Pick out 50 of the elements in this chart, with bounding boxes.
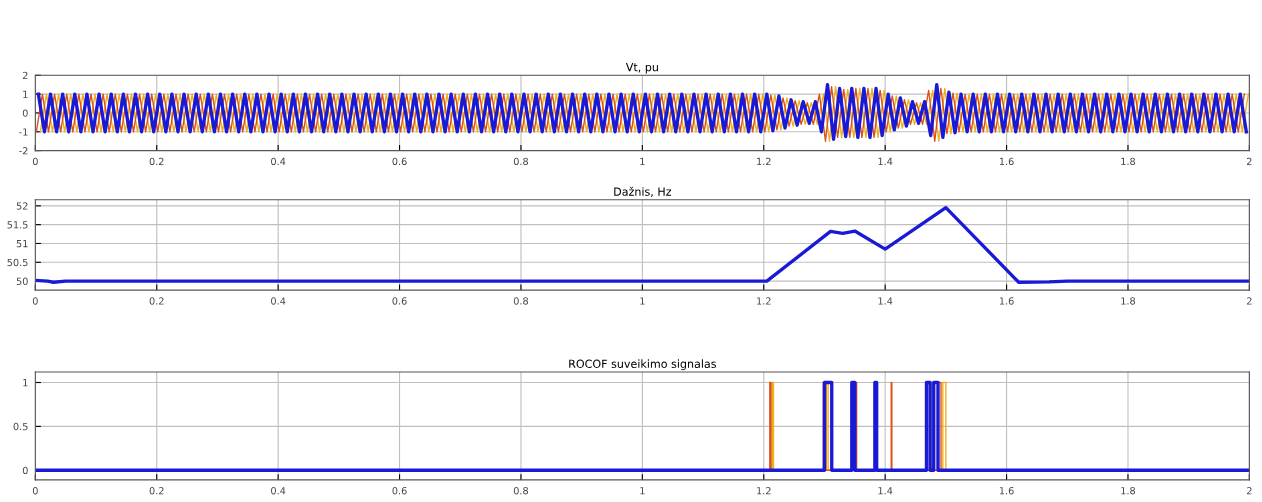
x-tick-label: 0 xyxy=(32,297,38,305)
x-tick-label: 2 xyxy=(1247,487,1252,495)
x-tick-label: 1.8 xyxy=(1121,157,1136,166)
y-tick-label: -2 xyxy=(19,147,28,155)
chart-title: ROCOF suveikimo signalas xyxy=(569,359,716,371)
x-tick-label: 1.8 xyxy=(1121,487,1136,495)
x-tick-label: 1.8 xyxy=(1121,297,1136,305)
x-tick-label: 1.6 xyxy=(999,157,1014,166)
chart-title: Vt, pu xyxy=(625,63,658,74)
x-tick-label: 0.2 xyxy=(149,157,164,166)
x-tick-label: 1.4 xyxy=(878,487,893,495)
x-tick-label: 1.4 xyxy=(878,297,893,305)
y-tick-label: 2 xyxy=(22,71,28,79)
x-tick-label: 0.8 xyxy=(513,157,529,166)
y-tick-label: 51.5 xyxy=(7,221,28,229)
x-tick-label: 1.6 xyxy=(999,487,1014,495)
y-tick-label: 1 xyxy=(23,379,28,387)
x-tick-label: 1 xyxy=(640,297,645,305)
line-series xyxy=(35,206,1250,284)
x-tick-label: 1.4 xyxy=(878,157,893,165)
x-tick-label: 0.2 xyxy=(149,297,164,305)
x-tick-label: 1.6 xyxy=(999,297,1014,305)
x-tick-label: 0.4 xyxy=(271,297,286,305)
y-tick-label: 0 xyxy=(22,109,28,117)
y-tick-label: 1 xyxy=(23,90,28,98)
x-tick-label: 0.8 xyxy=(513,297,529,305)
x-tick-label: 0.2 xyxy=(149,487,164,495)
x-tick-label: 1 xyxy=(640,487,645,495)
y-tick-label: 0 xyxy=(22,466,28,475)
y-tick-label: 50 xyxy=(16,277,28,285)
x-tick-label: 0 xyxy=(32,487,38,495)
x-tick-label: 0.6 xyxy=(392,297,407,305)
x-tick-label: 0.6 xyxy=(392,487,407,495)
x-tick-label: 2 xyxy=(1247,297,1252,305)
y-tick-label: 51 xyxy=(16,240,28,248)
x-tick-label: 0.6 xyxy=(392,157,407,166)
x-tick-label: 0.4 xyxy=(271,157,286,166)
y-tick-label: 0.5 xyxy=(13,422,28,431)
x-tick-label: 1.2 xyxy=(757,297,771,305)
x-tick-label: 0.8 xyxy=(513,487,529,495)
x-tick-label: 0 xyxy=(32,157,38,166)
x-tick-label: 1 xyxy=(640,157,645,165)
x-tick-label: 1.2 xyxy=(757,157,771,165)
y-tick-label: 50.5 xyxy=(7,258,28,267)
y-tick-label: 52 xyxy=(16,202,28,210)
x-tick-label: 2 xyxy=(1247,157,1252,165)
chart-title: Dažnis, Hz xyxy=(614,186,672,197)
x-tick-label: 1.2 xyxy=(757,487,771,495)
y-tick-label: -1 xyxy=(19,128,28,136)
x-tick-label: 0.4 xyxy=(271,487,286,495)
